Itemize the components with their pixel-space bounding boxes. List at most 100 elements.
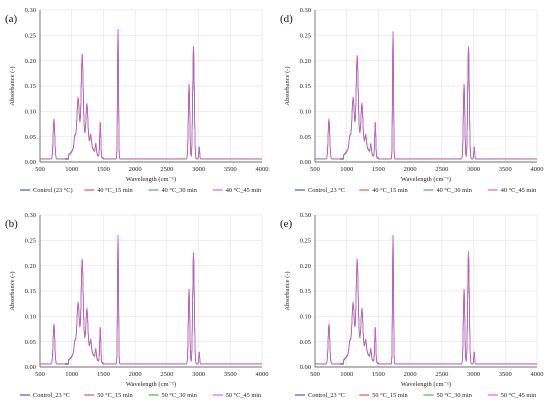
series-line-4	[315, 31, 537, 160]
legend-label: 50 °C_30 min	[437, 392, 473, 399]
x-tick-label: 2500	[160, 166, 173, 173]
y-tick-label: 0.00	[300, 364, 311, 371]
legend-label: 40 °C_30 min	[162, 187, 198, 194]
x-tick-label: 3500	[224, 166, 237, 173]
y-axis-title: Absorbance (-)	[9, 66, 16, 105]
series-line-1	[40, 33, 262, 160]
x-tick-label: 2500	[160, 371, 173, 378]
x-axis-title: Wavelength (cm⁻¹)	[401, 381, 451, 388]
legend-label: 50 °C_30 min	[162, 392, 198, 399]
y-tick-label: 0.15	[25, 288, 36, 295]
series-line-2	[315, 31, 537, 160]
x-tick-label: 4000	[531, 371, 544, 378]
y-axis-title: Absorbance (-)	[284, 271, 291, 310]
legend-label: 40 °C_30 min	[437, 187, 473, 194]
series-line-1	[315, 239, 537, 365]
x-tick-label: 1000	[340, 166, 353, 173]
y-tick-label: 0.25	[25, 33, 36, 40]
y-tick-label: 0.05	[300, 134, 311, 141]
y-tick-label: 0.30	[300, 7, 311, 14]
y-tick-label: 0.15	[25, 83, 36, 90]
y-tick-label: 0.15	[300, 83, 311, 90]
legend-label: 50 °C_15 min	[97, 392, 133, 399]
series-line-3	[315, 33, 537, 160]
y-tick-label: 0.10	[25, 314, 36, 321]
x-tick-label: 3500	[499, 371, 512, 378]
series-line-4	[315, 235, 537, 365]
legend-label: Control_23 °C	[33, 392, 70, 399]
legend-label: 40 °C_15 min	[97, 187, 133, 194]
x-tick-label: 2000	[404, 166, 417, 173]
series-line-2	[40, 234, 262, 365]
y-tick-label: 0.10	[300, 314, 311, 321]
x-tick-label: 2000	[129, 166, 142, 173]
y-tick-label: 0.20	[25, 263, 36, 270]
y-tick-label: 0.10	[25, 109, 36, 116]
legend-label: 40 °C_15 min	[372, 187, 408, 194]
y-tick-label: 0.30	[25, 7, 36, 14]
series-line-4	[40, 235, 262, 365]
legend-label: 50 °C_45 min	[501, 392, 537, 399]
y-tick-label: 0.05	[300, 339, 311, 346]
series-line-4	[40, 29, 262, 160]
series-line-3	[40, 30, 262, 160]
chart-panel-b: 0.00 0.05 0.10 0.15 0.20 0.25 0.30 500 1000 1500 2…	[0, 205, 275, 410]
chart-svg: 0.00 0.05 0.10 0.15 0.20 0.25 0.30 500 1000 1500 2…	[5, 212, 269, 399]
series-line-2	[40, 28, 262, 160]
x-tick-label: 3000	[192, 371, 205, 378]
x-tick-label: 500	[310, 166, 320, 173]
legend-label: 50 °C_15 min	[372, 392, 408, 399]
x-tick-label: 4000	[256, 166, 269, 173]
x-tick-label: 3000	[467, 166, 480, 173]
chart-svg: 0.00 0.05 0.10 0.15 0.20 0.25 0.30 500 1000 1500 2…	[280, 212, 544, 399]
y-tick-label: 0.25	[25, 238, 36, 245]
x-tick-label: 2500	[435, 166, 448, 173]
x-tick-label: 1500	[97, 166, 110, 173]
x-tick-label: 4000	[531, 166, 544, 173]
x-tick-label: 3000	[467, 371, 480, 378]
series-line-3	[315, 236, 537, 365]
x-tick-label: 3500	[499, 166, 512, 173]
x-tick-label: 1000	[65, 166, 78, 173]
y-tick-label: 0.20	[300, 263, 311, 270]
chart-svg: 0.00 0.05 0.10 0.15 0.20 0.25 0.30 500 1000 1500 2…	[280, 7, 544, 194]
x-tick-label: 1500	[372, 371, 385, 378]
y-tick-label: 0.20	[25, 58, 36, 65]
legend-label: 50 °C_45 min	[226, 392, 262, 399]
x-tick-label: 3000	[192, 166, 205, 173]
chart-panel-a: 0.00 0.05 0.10 0.15 0.20 0.25 0.30 500 1000 1500 2…	[0, 0, 275, 205]
y-tick-label: 0.15	[300, 288, 311, 295]
x-tick-label: 3500	[224, 371, 237, 378]
x-axis-title: Wavelength (cm⁻¹)	[126, 176, 176, 183]
y-tick-label: 0.00	[25, 159, 36, 166]
legend-label: 40 °C_45 min	[501, 187, 537, 194]
series-line-1	[40, 239, 262, 365]
y-tick-label: 0.30	[25, 212, 36, 219]
y-tick-label: 0.10	[300, 109, 311, 116]
y-axis-title: Absorbance (-)	[9, 271, 16, 310]
x-tick-label: 4000	[256, 371, 269, 378]
series-line-3	[40, 236, 262, 365]
legend-label: Control_23 °C	[308, 392, 345, 399]
y-tick-label: 0.00	[25, 364, 36, 371]
x-tick-label: 500	[310, 371, 320, 378]
chart-svg: 0.00 0.05 0.10 0.15 0.20 0.25 0.30 500 1000 1500 2…	[5, 7, 269, 194]
y-tick-label: 0.30	[300, 212, 311, 219]
x-axis-title: Wavelength (cm⁻¹)	[401, 176, 451, 183]
x-axis-title: Wavelength (cm⁻¹)	[126, 381, 176, 388]
series-line-1	[315, 35, 537, 160]
y-tick-label: 0.25	[300, 238, 311, 245]
x-tick-label: 500	[35, 371, 45, 378]
legend-label: Control (23 °C)	[33, 187, 73, 194]
legend-label: 40 °C_45 min	[226, 187, 262, 194]
y-tick-label: 0.25	[300, 33, 311, 40]
x-tick-label: 2000	[404, 371, 417, 378]
panel-label: (e)	[280, 218, 293, 230]
x-tick-label: 2000	[129, 371, 142, 378]
y-tick-label: 0.05	[25, 339, 36, 346]
y-tick-label: 0.05	[25, 134, 36, 141]
x-tick-label: 1500	[97, 371, 110, 378]
x-tick-label: 500	[35, 166, 45, 173]
y-tick-label: 0.20	[300, 58, 311, 65]
